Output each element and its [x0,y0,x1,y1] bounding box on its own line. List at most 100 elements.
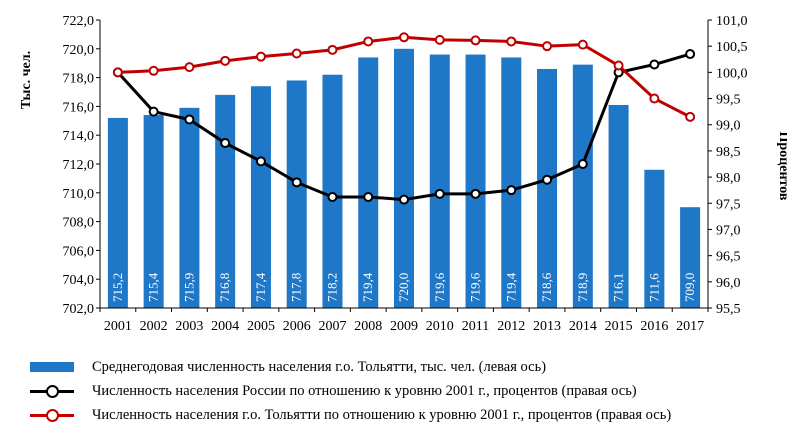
russia-point [291,177,302,188]
tolyatti-point [685,111,696,122]
left-tick-label: 720,0 [63,43,95,58]
x-tick-label: 2014 [569,319,597,334]
right-tick-label: 98,0 [716,171,741,186]
tolyatti-point [470,35,481,46]
right-tick-label: 99,0 [716,119,741,134]
left-tick-label: 722,0 [63,14,95,29]
left-tick-label: 708,0 [63,216,95,231]
left-tick-label: 704,0 [63,273,95,288]
bar [250,86,271,309]
bar-value-label: 719,6 [432,272,447,302]
bar-value-label: 716,1 [611,273,626,302]
tolyatti-point [613,60,624,71]
bar [394,48,414,309]
bar-value-label: 717,4 [253,272,268,302]
bar [680,207,701,308]
bar [215,94,236,308]
bar [429,54,450,309]
russia-point [255,156,266,167]
tolyatti-point [506,36,517,47]
x-tick-label: 2011 [462,319,489,334]
bar [608,104,629,309]
legend-item-bars: Среднегодовая численность населения г.о.… [30,355,780,379]
x-tick-label: 2010 [426,319,454,334]
x-tick-label: 2006 [283,319,311,334]
x-tick-label: 2016 [640,319,668,334]
bar [143,115,164,308]
bar [644,169,665,308]
tolyatti-point [363,36,374,47]
bar-value-label: 718,6 [539,272,554,302]
bar-value-label: 709,0 [682,273,697,302]
russia-point [220,138,231,149]
bar [465,54,486,309]
tolyatti-point [148,65,159,76]
bar-value-label: 719,4 [360,272,375,302]
tolyatti-point [327,44,338,55]
legend-russia-swatch [30,384,74,398]
bar [286,80,307,308]
x-tick-label: 2008 [354,319,382,334]
legend-item-russia: Численность населения России по отношени… [30,379,780,403]
russia-point [542,174,553,185]
tolyatti-point [255,51,266,62]
right-tick-label: 98,5 [716,145,741,160]
right-tick-label: 101,0 [716,14,748,29]
x-tick-label: 2017 [676,319,704,334]
bar [537,68,558,309]
right-tick-label: 99,5 [716,93,741,108]
tolyatti-point [220,55,231,66]
x-tick-label: 2005 [247,319,275,334]
legend-label-bars: Среднегодовая численность населения г.о.… [92,358,547,375]
left-tick-label: 718,0 [63,72,95,87]
russia-point [649,59,660,70]
tolyatti-point [184,62,195,73]
legend-label-russia: Численность населения России по отношени… [92,382,637,399]
bar-value-label: 715,9 [181,273,196,302]
right-tick-label: 96,5 [716,250,741,265]
bar [107,117,128,308]
x-tick-label: 2007 [318,319,346,334]
russia-point [685,49,696,60]
bar-value-label: 711,6 [646,273,661,302]
left-axis-title: Тыс. чел. [19,51,34,109]
bar [572,64,593,308]
bar-value-label: 716,8 [217,273,232,302]
bar [322,74,343,308]
right-tick-label: 95,5 [716,302,741,317]
x-tick-label: 2003 [175,319,203,334]
left-tick-label: 706,0 [63,244,95,259]
bar [179,107,200,308]
bar-value-label: 715,4 [146,272,161,302]
bar-value-label: 717,8 [289,273,304,302]
x-tick-label: 2009 [390,319,418,334]
tolyatti-point [577,39,588,50]
x-tick-label: 2012 [497,319,525,334]
legend-tolyatti-swatch [30,408,74,422]
right-tick-label: 97,5 [716,197,741,212]
bar-value-label: 720,0 [396,273,411,302]
bar [358,57,379,308]
x-tick-label: 2002 [140,319,168,334]
russia-point [434,188,445,199]
tolyatti-point [542,41,553,52]
left-tick-label: 714,0 [63,129,95,144]
russia-point [506,185,517,196]
x-tick-label: 2001 [104,319,132,334]
chart: 715,2 715,4 715,9 716,8 717,4 717,8 718,2 719,4… [19,14,787,334]
tolyatti-point [649,93,660,104]
bar-value-label: 719,4 [503,272,518,302]
russia-point [148,106,159,117]
russia-point [363,191,374,202]
right-tick-label: 97,0 [716,223,741,238]
legend-label-tolyatti: Численность населения г.о. Тольятти по о… [92,406,672,423]
right-axis-title: Процентов [776,132,787,201]
tolyatti-point [434,34,445,45]
russia-point [577,159,588,169]
right-tick-label: 100,0 [716,66,748,81]
russia-point [470,188,481,199]
x-tick-label: 2015 [605,319,633,334]
legend-bar-swatch [30,362,74,372]
right-tick-label: 100,5 [716,40,748,55]
bar [501,57,522,308]
